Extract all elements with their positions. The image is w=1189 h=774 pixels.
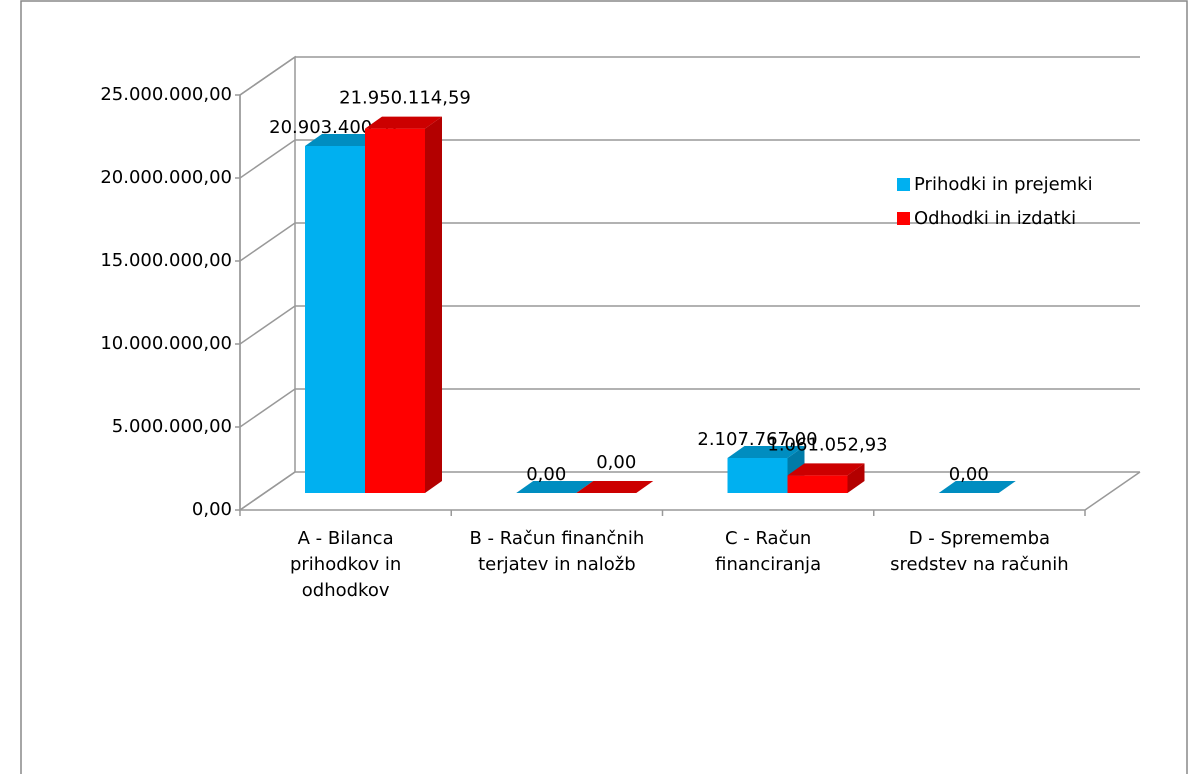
bar-top (938, 481, 1016, 493)
bar (305, 146, 365, 494)
y-tick-label: 10.000.000,00 (100, 333, 232, 354)
bar (787, 475, 848, 493)
bar-top (305, 134, 382, 147)
bar-side (425, 116, 442, 493)
grid-line (239, 222, 1140, 262)
bar (727, 458, 788, 493)
bar-side (847, 463, 865, 493)
chart-border (20, 0, 1188, 774)
x-tick-label: A - Bilanca prihodkov in odhodkov (289, 528, 402, 601)
data-label: 0,00 (526, 464, 566, 485)
y-tick-label: 5.000.000,00 (112, 416, 232, 437)
y-tick-label: 15.000.000,00 (100, 250, 232, 271)
legend-swatch (897, 178, 910, 191)
data-label: 0,00 (596, 452, 636, 473)
data-label: 21.950.114,59 (339, 88, 471, 109)
legend-label: Prihodki in prejemki (914, 174, 1093, 195)
legend-swatch (897, 212, 910, 225)
bar-top (576, 481, 654, 493)
data-label: 0,00 (949, 464, 989, 485)
bar-top (365, 116, 442, 129)
y-tick-label: 25.000.000,00 (100, 84, 232, 105)
bar-top (727, 446, 805, 459)
data-label: 2.107.767,00 (697, 429, 817, 450)
x-tick-label: B - Račun finančnih terjatev in naložb (469, 528, 645, 575)
y-tick-label: 20.000.000,00 (100, 167, 232, 188)
x-tick-label: C - Račun financiranja (715, 528, 822, 575)
legend-label: Odhodki in izdatki (914, 208, 1076, 229)
grid-line (239, 56, 1140, 96)
grid-line (239, 305, 1140, 345)
bar (365, 128, 425, 493)
x-tick-label: D - Sprememba sredstev na računih (890, 528, 1069, 575)
bar-top (787, 463, 865, 476)
grid-line (239, 139, 1140, 179)
grid-line (239, 388, 1140, 428)
bar-top (516, 481, 594, 493)
y-tick-label: 0,00 (192, 499, 232, 520)
data-label: 1.061.052,93 (767, 434, 887, 455)
